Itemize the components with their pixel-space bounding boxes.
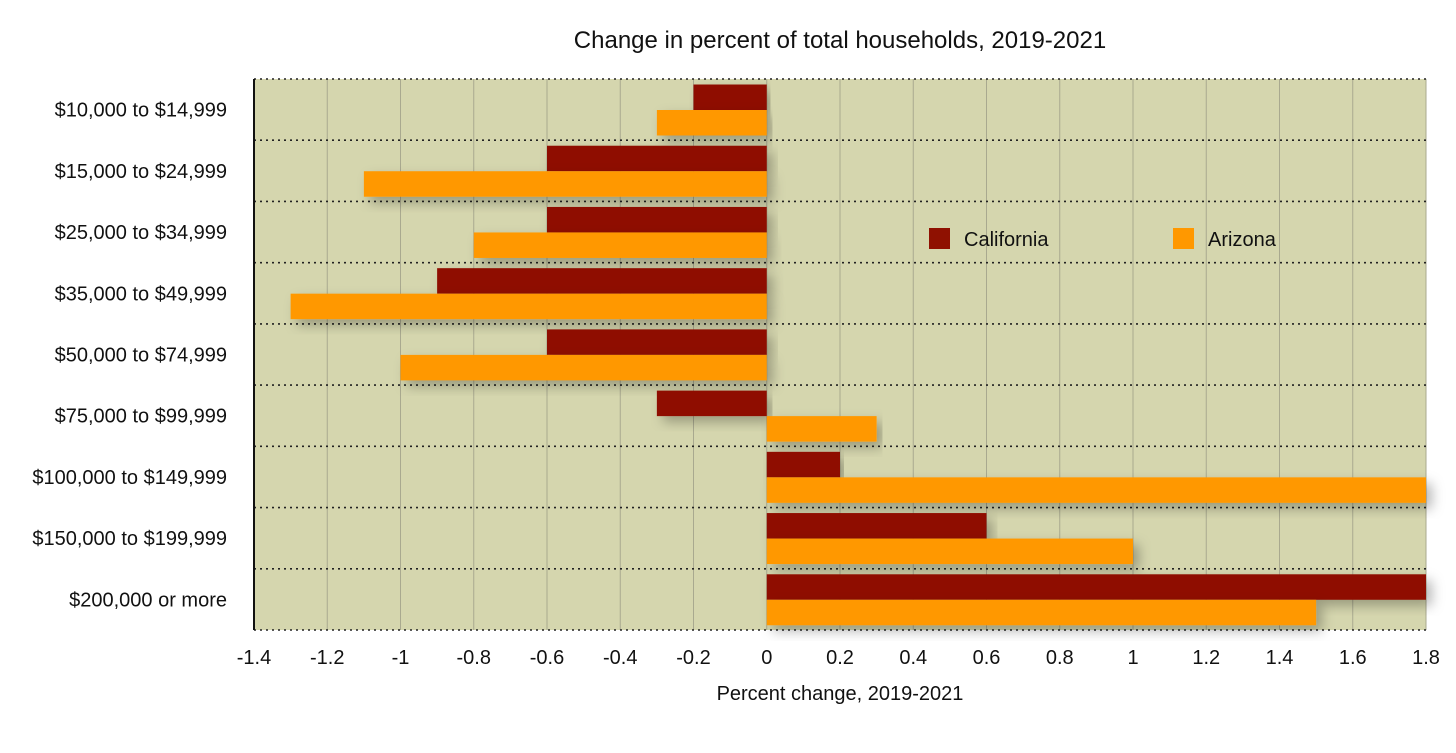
- category-label-3: $35,000 to $49,999: [55, 283, 227, 305]
- bar-arizona-7: [766, 538, 1133, 565]
- bar-arizona-4: [400, 354, 767, 381]
- bar-california-4: [547, 329, 767, 355]
- x-tick-label-5: -0.4: [603, 647, 637, 669]
- category-label-5: $75,000 to $99,999: [55, 406, 227, 428]
- x-tick-label-4: -0.6: [530, 647, 564, 669]
- legend: California Arizona: [929, 228, 1277, 251]
- x-axis-label: Percent change, 2019-2021: [717, 683, 964, 705]
- bar-arizona-0: [656, 110, 767, 136]
- bars: [290, 84, 1426, 626]
- x-tick-label-12: 1: [1127, 647, 1138, 669]
- category-label-2: $25,000 to $34,999: [55, 222, 227, 244]
- x-tick-label-9: 0.4: [899, 647, 927, 669]
- x-tick-label-15: 1.6: [1339, 647, 1367, 669]
- x-tick-label-2: -1: [392, 647, 410, 669]
- category-label-8: $200,000 or more: [69, 589, 227, 611]
- bar-arizona-8: [766, 599, 1317, 626]
- bar-california-7: [766, 513, 987, 539]
- category-label-7: $150,000 to $199,999: [32, 528, 227, 550]
- bar-california-3: [437, 268, 767, 294]
- x-tick-label-7: 0: [761, 647, 772, 669]
- x-tick-label-0: -1.4: [237, 647, 271, 669]
- bar-arizona-5: [766, 416, 877, 442]
- category-label-1: $15,000 to $24,999: [55, 161, 227, 183]
- category-label-4: $50,000 to $74,999: [55, 345, 227, 367]
- bar-california-1: [547, 145, 767, 172]
- bar-california-0: [693, 84, 767, 110]
- x-tick-label-3: -0.8: [457, 647, 491, 669]
- bar-california-2: [547, 206, 767, 233]
- x-tick-label-8: 0.2: [826, 647, 854, 669]
- x-tick-labels: -1.4 -1.2 -1 -0.8 -0.6 -0.4 -0.2 0 0.2 0.4 0.6 0.8 1…: [237, 647, 1440, 669]
- legend-label-arizona: Arizona: [1208, 229, 1277, 251]
- category-label-6: $100,000 to $149,999: [32, 467, 227, 489]
- category-label-0: $10,000 to $14,999: [55, 100, 227, 122]
- x-tick-label-16: 1.8: [1412, 647, 1440, 669]
- bar-california-8: [766, 574, 1426, 600]
- chart-title: Change in percent of total households, 2…: [574, 27, 1106, 54]
- x-tick-label-13: 1.2: [1192, 647, 1220, 669]
- bar-arizona-2: [473, 232, 767, 258]
- category-labels: $10,000 to $14,999 $15,000 to $24,999 $25,…: [32, 100, 227, 612]
- x-tick-label-10: 0.6: [973, 647, 1001, 669]
- legend-label-california: California: [964, 229, 1049, 251]
- bar-california-6: [766, 451, 840, 478]
- x-tick-label-1: -1.2: [310, 647, 344, 669]
- bar-arizona-1: [363, 171, 767, 197]
- x-tick-label-14: 1.4: [1266, 647, 1294, 669]
- bar-arizona-3: [290, 293, 767, 320]
- x-tick-label-6: -0.2: [676, 647, 710, 669]
- bar-california-5: [656, 390, 767, 417]
- legend-swatch-california: [929, 228, 950, 249]
- x-tick-label-11: 0.8: [1046, 647, 1074, 669]
- bar-arizona-6: [766, 477, 1426, 503]
- legend-swatch-arizona: [1173, 228, 1194, 249]
